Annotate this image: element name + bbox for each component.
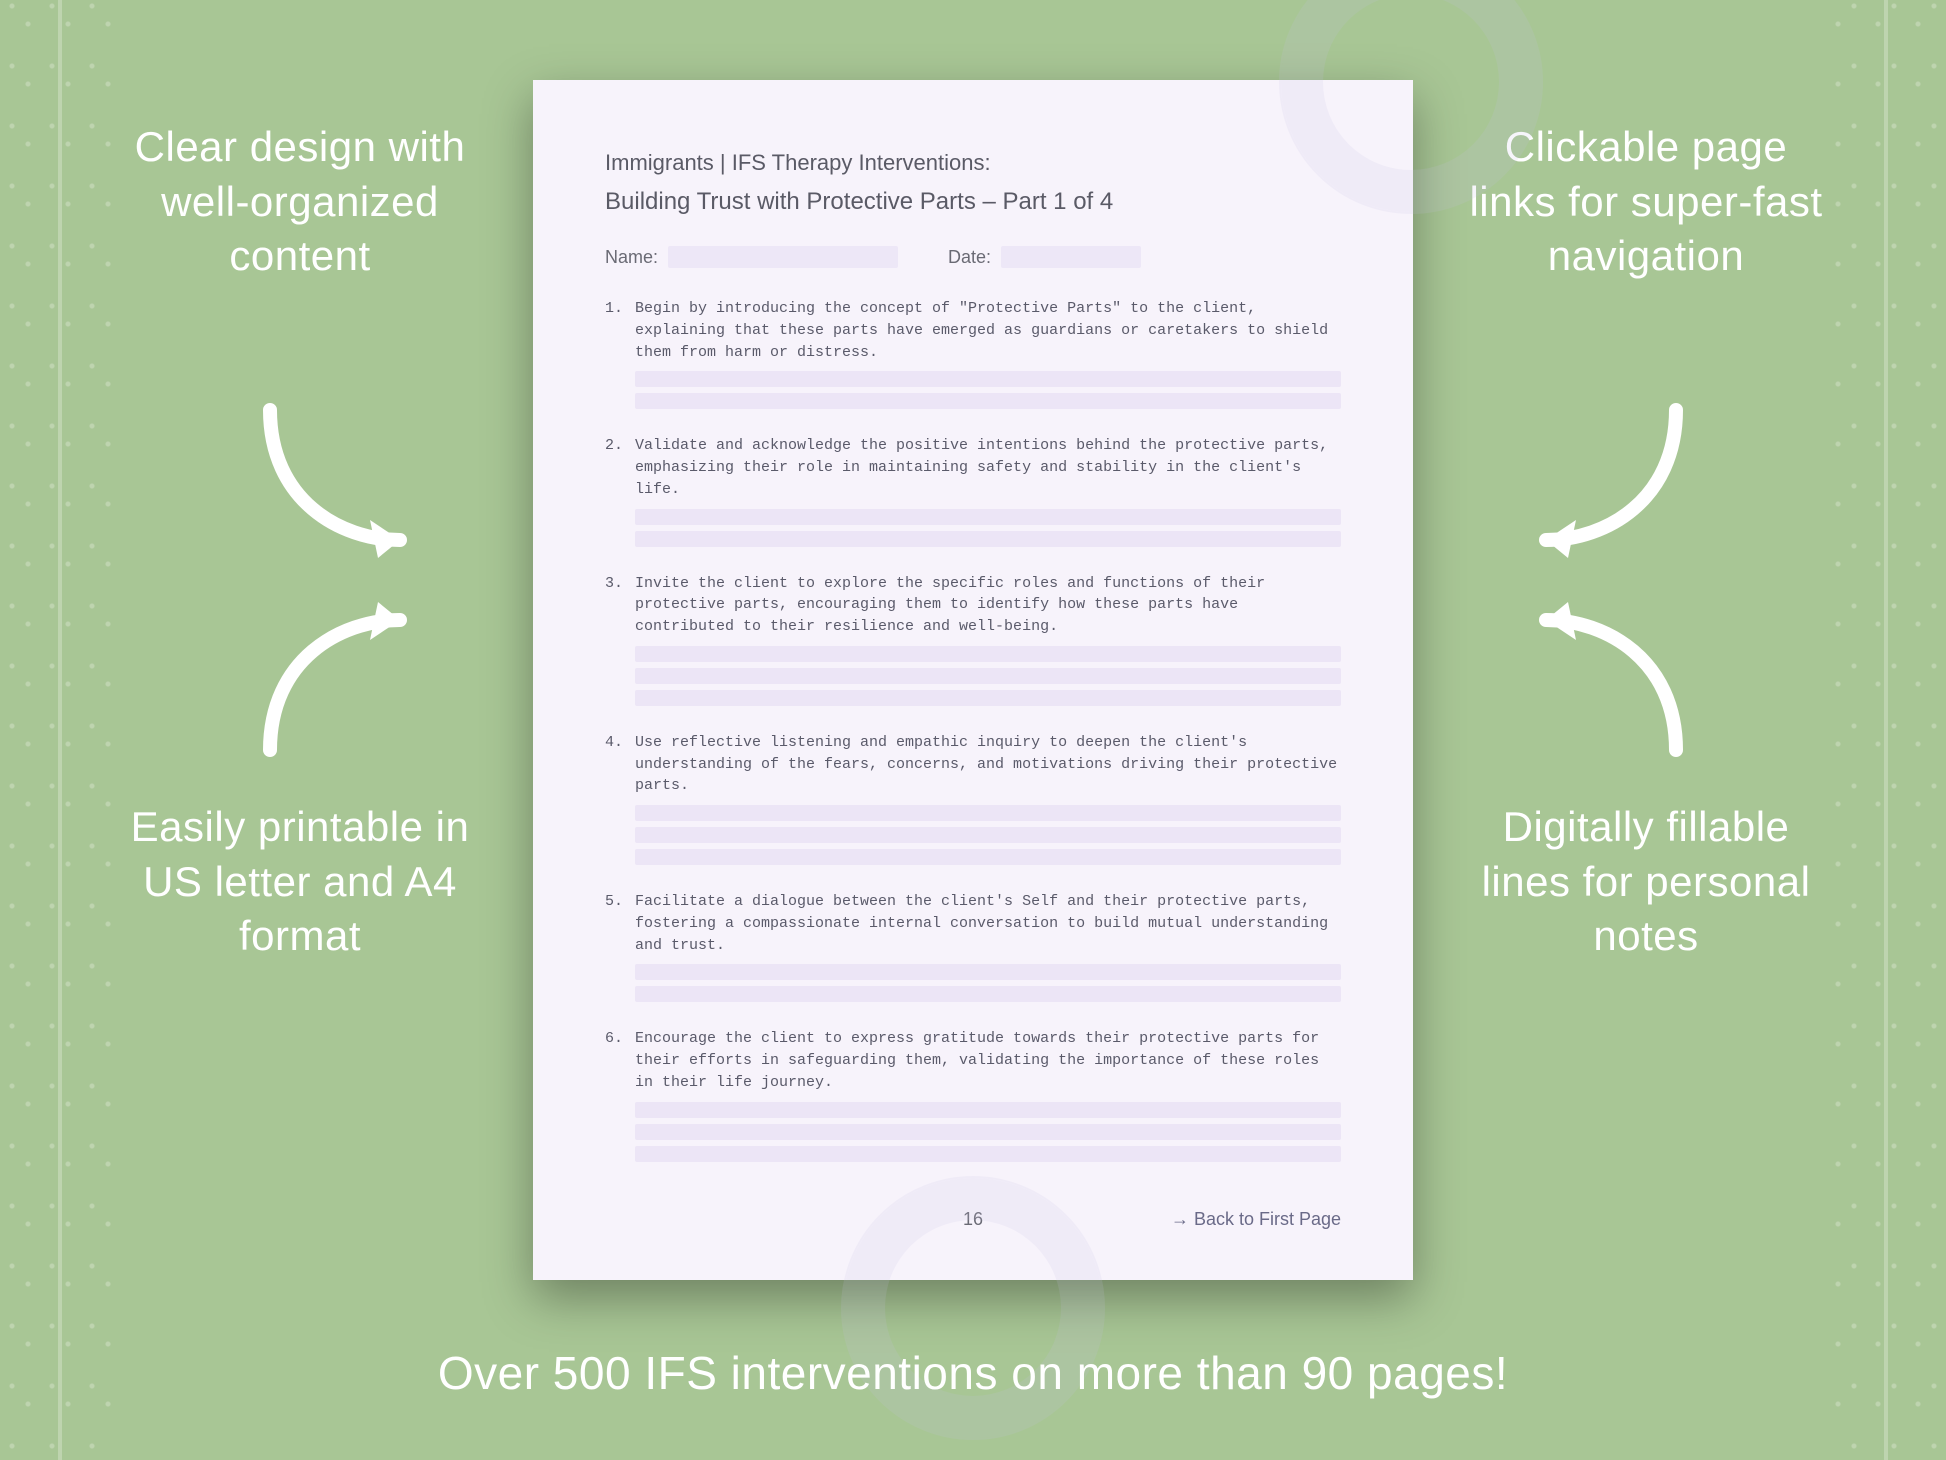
fillable-lines[interactable]	[605, 371, 1341, 409]
item-text: Encourage the client to express gratitud…	[635, 1028, 1341, 1093]
list-item: 3.Invite the client to explore the speci…	[605, 573, 1341, 706]
callout-top-right: Clickable page links for super-fast navi…	[1466, 120, 1826, 284]
back-to-first-link[interactable]: → Back to First Page	[1171, 1209, 1341, 1230]
arrow-icon-tl	[230, 380, 430, 580]
fillable-line[interactable]	[635, 509, 1341, 525]
fillable-line[interactable]	[635, 393, 1341, 409]
item-text: Begin by introducing the concept of "Pro…	[635, 298, 1341, 363]
item-number: 3.	[605, 573, 627, 638]
fillable-lines[interactable]	[605, 964, 1341, 1002]
arrow-icon-bl	[230, 580, 430, 780]
arrow-icon-br	[1516, 580, 1716, 780]
fillable-line[interactable]	[635, 1102, 1341, 1118]
item-number: 6.	[605, 1028, 627, 1093]
item-number: 5.	[605, 891, 627, 956]
list-item: 1.Begin by introducing the concept of "P…	[605, 298, 1341, 409]
date-label: Date:	[948, 247, 991, 268]
fillable-line[interactable]	[635, 531, 1341, 547]
fillable-lines[interactable]	[605, 1102, 1341, 1162]
fillable-line[interactable]	[635, 371, 1341, 387]
list-item: 4.Use reflective listening and empathic …	[605, 732, 1341, 865]
page-footer: 16 → Back to First Page	[605, 1209, 1341, 1230]
name-input-fill[interactable]	[668, 246, 898, 268]
fillable-lines[interactable]	[605, 805, 1341, 865]
date-input-fill[interactable]	[1001, 246, 1141, 268]
callout-bottom-right: Digitally fillable lines for personal no…	[1466, 800, 1826, 964]
meta-row: Name: Date:	[605, 246, 1341, 268]
fillable-line[interactable]	[635, 1146, 1341, 1162]
page-title: Building Trust with Protective Parts – P…	[605, 188, 1341, 216]
arrow-icon-tr	[1516, 380, 1716, 580]
name-label: Name:	[605, 247, 658, 268]
date-field: Date:	[948, 246, 1141, 268]
item-text: Validate and acknowledge the positive in…	[635, 435, 1341, 500]
page-number: 16	[963, 1209, 983, 1230]
callout-top-left: Clear design with well-organized content	[120, 120, 480, 284]
list-item: 2.Validate and acknowledge the positive …	[605, 435, 1341, 546]
decoration-vine-right	[1826, 0, 1946, 1460]
fillable-line[interactable]	[635, 805, 1341, 821]
decoration-vine-left	[0, 0, 120, 1460]
intervention-list: 1.Begin by introducing the concept of "P…	[605, 298, 1341, 1209]
name-field: Name:	[605, 246, 898, 268]
list-item: 5.Facilitate a dialogue between the clie…	[605, 891, 1341, 1002]
fillable-lines[interactable]	[605, 646, 1341, 706]
item-number: 1.	[605, 298, 627, 363]
fillable-line[interactable]	[635, 646, 1341, 662]
item-number: 4.	[605, 732, 627, 797]
item-text: Invite the client to explore the specifi…	[635, 573, 1341, 638]
item-text: Use reflective listening and empathic in…	[635, 732, 1341, 797]
fillable-line[interactable]	[635, 986, 1341, 1002]
callout-bottom-left: Easily printable in US letter and A4 for…	[120, 800, 480, 964]
fillable-line[interactable]	[635, 827, 1341, 843]
fillable-line[interactable]	[635, 964, 1341, 980]
item-number: 2.	[605, 435, 627, 500]
document-page: Immigrants | IFS Therapy Interventions: …	[533, 80, 1413, 1280]
fillable-line[interactable]	[635, 690, 1341, 706]
footer-tagline: Over 500 IFS interventions on more than …	[0, 1346, 1946, 1400]
page-category: Immigrants | IFS Therapy Interventions:	[605, 150, 1341, 176]
fillable-line[interactable]	[635, 668, 1341, 684]
item-text: Facilitate a dialogue between the client…	[635, 891, 1341, 956]
list-item: 6.Encourage the client to express gratit…	[605, 1028, 1341, 1161]
infographic-stage: Clear design with well-organized content…	[0, 0, 1946, 1460]
fillable-line[interactable]	[635, 849, 1341, 865]
fillable-line[interactable]	[635, 1124, 1341, 1140]
fillable-lines[interactable]	[605, 509, 1341, 547]
